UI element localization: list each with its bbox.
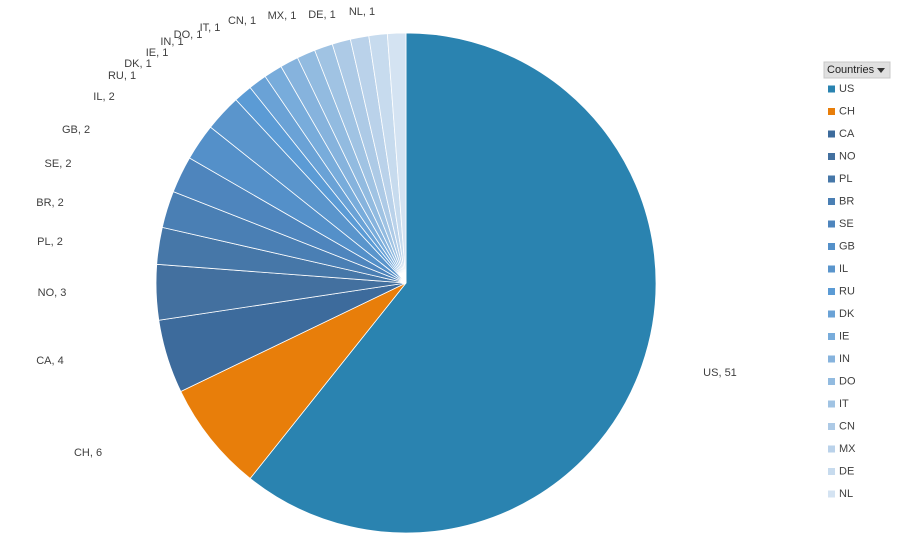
data-label: IE, 1 bbox=[146, 47, 169, 59]
legend-swatch bbox=[828, 468, 835, 475]
legend-label: DK bbox=[839, 308, 855, 320]
pie-slice bbox=[386, 32, 407, 284]
legend-swatch bbox=[828, 310, 835, 318]
legend-label: NO bbox=[839, 150, 856, 162]
legend-label: BR bbox=[839, 195, 854, 207]
legend-swatch bbox=[828, 333, 835, 340]
data-label: SE, 2 bbox=[45, 158, 72, 170]
legend-swatch bbox=[828, 355, 835, 363]
legend-swatch bbox=[828, 265, 835, 273]
data-label: DE, 1 bbox=[308, 9, 336, 21]
pie bbox=[155, 32, 657, 534]
data-label: CH, 6 bbox=[74, 447, 102, 459]
legend-label: CN bbox=[839, 420, 855, 432]
legend-label: CA bbox=[839, 128, 855, 140]
data-label: NL, 1 bbox=[349, 6, 375, 18]
data-label: IN, 1 bbox=[160, 36, 183, 48]
legend-swatch bbox=[828, 108, 835, 115]
legend-swatch bbox=[828, 85, 835, 93]
legend-swatch bbox=[828, 288, 835, 295]
legend-label: IE bbox=[839, 330, 849, 342]
legend-label: DE bbox=[839, 465, 854, 477]
data-label: BR, 2 bbox=[36, 197, 64, 209]
data-label: CA, 4 bbox=[36, 355, 64, 367]
data-labels: US, 51 CH, 6 CA, 4 NO, 3 PL, 2 BR, 2 SE, 2 GB, … bbox=[36, 6, 737, 459]
legend-swatch bbox=[828, 153, 835, 160]
legend-label: IL bbox=[839, 263, 848, 275]
legend-swatch bbox=[828, 198, 835, 205]
legend-label: US bbox=[839, 83, 854, 95]
data-label: MX, 1 bbox=[268, 10, 297, 22]
data-label: NO, 3 bbox=[38, 287, 67, 299]
legend-label: IN bbox=[839, 353, 850, 365]
legend-swatch bbox=[828, 490, 835, 498]
data-label: US, 51 bbox=[703, 367, 737, 379]
legend-label: PL bbox=[839, 173, 852, 185]
legend-label: SE bbox=[839, 218, 854, 230]
legend-title-box[interactable] bbox=[823, 61, 891, 79]
legend-label: NL bbox=[839, 488, 853, 500]
data-label: PL, 2 bbox=[37, 236, 63, 248]
data-label: DK, 1 bbox=[124, 58, 152, 70]
data-label: CN, 1 bbox=[228, 15, 256, 27]
legend-title[interactable]: Countries bbox=[827, 64, 875, 76]
legend-label: GB bbox=[839, 240, 855, 252]
pie-slice bbox=[180, 282, 407, 480]
data-label: GB, 2 bbox=[62, 124, 90, 136]
data-label: DO, 1 bbox=[174, 29, 203, 41]
legend-swatch bbox=[828, 445, 835, 453]
data-label: RU, 1 bbox=[108, 70, 136, 82]
legend-label: RU bbox=[839, 285, 855, 297]
legend-label: MX bbox=[839, 443, 856, 455]
pie-slice bbox=[249, 32, 657, 534]
legend-label: DO bbox=[839, 375, 856, 387]
data-label: IT, 1 bbox=[200, 22, 221, 34]
legend-swatch bbox=[828, 423, 835, 430]
legend-swatch bbox=[828, 175, 835, 183]
data-label: IL, 2 bbox=[93, 91, 114, 103]
filter-arrow[interactable] bbox=[877, 68, 885, 73]
legend: Countries US CH CA NO PL BR SE GB IL RU DK IE IN DO IT… bbox=[823, 61, 891, 500]
legend-label: CH bbox=[839, 105, 855, 117]
legend-swatch bbox=[828, 400, 835, 408]
legend-swatch bbox=[828, 220, 835, 228]
legend-swatch bbox=[828, 130, 835, 138]
legend-swatch bbox=[828, 243, 835, 250]
legend-swatch bbox=[828, 378, 835, 385]
legend-label: IT bbox=[839, 398, 849, 410]
